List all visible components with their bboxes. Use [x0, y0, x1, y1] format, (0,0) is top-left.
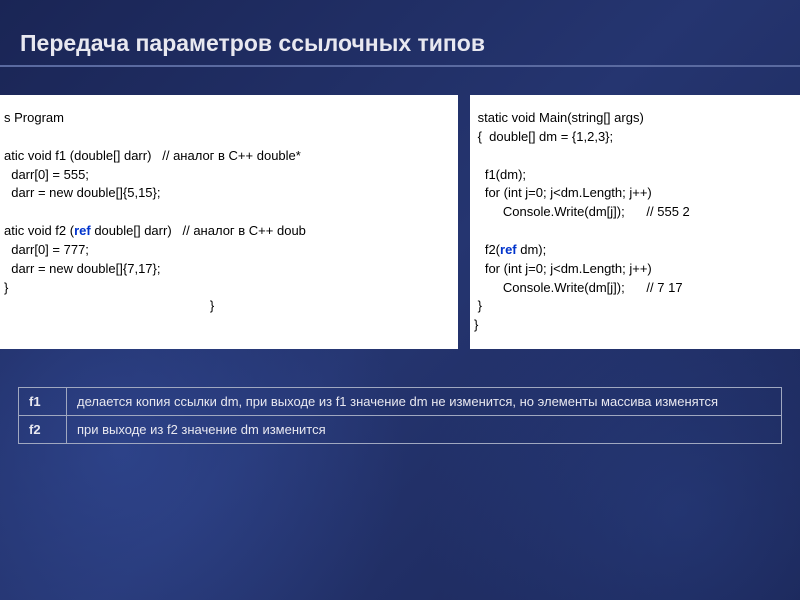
code-line: atic void f2 (: [4, 223, 74, 238]
code-line: dm);: [517, 242, 547, 257]
title-bar: Передача параметров ссылочных типов: [0, 0, 800, 67]
code-line: }: [4, 280, 8, 295]
code-line: darr = new double[]{5,15};: [4, 185, 160, 200]
table-desc: делается копия ссылки dm, при выходе из …: [67, 388, 782, 416]
code-line: Console.Write(dm[j]); // 7 17: [474, 280, 683, 295]
table-label: f2: [19, 416, 67, 444]
code-line: { double[] dm = {1,2,3};: [474, 129, 613, 144]
code-line: double[] darr) // аналог в С++ doub: [91, 223, 306, 238]
code-line: Console.Write(dm[j]); // 555 2: [474, 204, 690, 219]
code-line: for (int j=0; j<dm.Length; j++): [474, 185, 652, 200]
table-label: f1: [19, 388, 67, 416]
code-line: s Program: [4, 110, 64, 125]
code-line: f2(: [474, 242, 500, 257]
code-line: }: [474, 317, 478, 332]
code-line: darr[0] = 555;: [4, 167, 89, 182]
code-line: for (int j=0; j<dm.Length; j++): [474, 261, 652, 276]
code-line: atic void f1 (double[] darr) // аналог в…: [4, 148, 301, 163]
code-box-left: s Program atic void f1 (double[] darr) /…: [0, 95, 458, 349]
table-row: f1 делается копия ссылки dm, при выходе …: [19, 388, 782, 416]
slide-title: Передача параметров ссылочных типов: [20, 30, 800, 57]
table: f1 делается копия ссылки dm, при выходе …: [18, 387, 782, 444]
code-line: f1(dm);: [474, 167, 526, 182]
code-line: darr[0] = 777;: [4, 242, 89, 257]
table-desc: при выходе из f2 значение dm изменится: [67, 416, 782, 444]
code-line: }: [4, 298, 214, 313]
code-line: }: [474, 298, 482, 313]
code-row: s Program atic void f1 (double[] darr) /…: [0, 95, 800, 349]
code-box-right: static void Main(string[] args) { double…: [470, 95, 800, 349]
explanation-table: f1 делается копия ссылки dm, при выходе …: [18, 387, 782, 444]
keyword-ref: ref: [74, 223, 91, 238]
code-line: darr = new double[]{7,17};: [4, 261, 160, 276]
keyword-ref: ref: [500, 242, 517, 257]
code-line: static void Main(string[] args): [474, 110, 644, 125]
table-row: f2 при выходе из f2 значение dm изменитс…: [19, 416, 782, 444]
